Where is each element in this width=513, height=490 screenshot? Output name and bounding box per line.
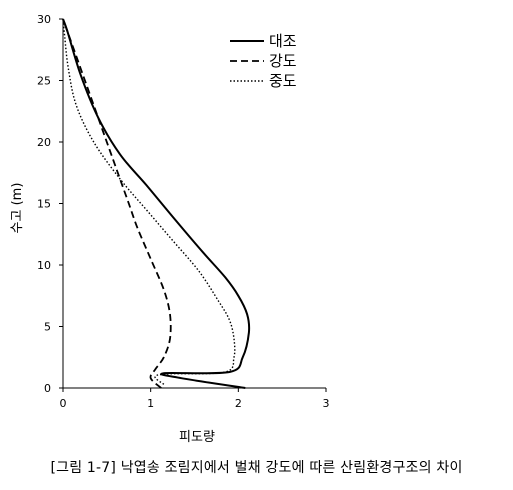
y-tick-label: 15 <box>37 198 51 211</box>
x-tick-label: 0 <box>60 397 67 410</box>
series-layer <box>62 18 251 389</box>
x-ticks: 0 1 2 3 <box>60 388 330 410</box>
y-tick-label: 10 <box>37 259 51 272</box>
legend-label-1: 대조 <box>269 32 297 50</box>
series-line-2 <box>62 18 172 389</box>
y-ticks: 0 5 10 15 20 25 30 <box>37 13 63 395</box>
y-axis-label: 수고 (m) <box>10 183 25 234</box>
y-tick-label: 5 <box>44 321 51 334</box>
x-tick-label: 3 <box>323 397 330 410</box>
figure-caption: [그림 1-7] 낙엽송 조림지에서 벌채 강도에 따른 산림환경구조의 차이 <box>50 460 463 476</box>
y-tick-label: 30 <box>37 13 51 26</box>
x-tick-label: 2 <box>235 397 242 410</box>
legend-label-3: 중도 <box>269 72 297 90</box>
x-axis-label: 피도량 <box>179 430 215 445</box>
y-tick-label: 0 <box>44 382 51 395</box>
y-tick-label: 20 <box>37 136 51 149</box>
series-line-1 <box>62 18 251 389</box>
x-tick-label: 1 <box>147 397 154 410</box>
y-tick-label: 25 <box>37 75 51 88</box>
legend-label-2: 강도 <box>269 52 297 70</box>
series-line-3 <box>62 18 236 385</box>
